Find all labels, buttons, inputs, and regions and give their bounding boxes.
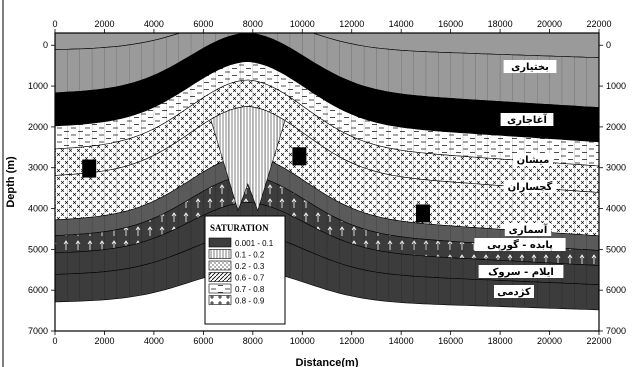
y-tick-label-right: 5000: [606, 244, 626, 254]
x-tick-label-bottom: 14000: [389, 336, 414, 346]
x-tick-label-top: 18000: [488, 19, 513, 29]
y-tick-label-left: 1000: [28, 81, 48, 91]
formation-label: بختیاری: [511, 62, 549, 73]
x-tick-label-bottom: 16000: [438, 336, 463, 346]
legend-swatch: [208, 283, 232, 294]
formation-label-bg: [478, 265, 564, 278]
x-tick-label-bottom: 6000: [193, 336, 213, 346]
y-tick-label-right: 6000: [606, 285, 626, 295]
y-tick-label-left: 3000: [28, 163, 48, 173]
legend-swatch: [208, 260, 232, 271]
dark-cell: [416, 204, 431, 223]
y-tick-label-left: 6000: [28, 285, 48, 295]
x-tick-label-top: 2000: [94, 19, 114, 29]
formation-label: آغاجاری: [507, 113, 547, 126]
x-tick-label-bottom: 2000: [94, 336, 114, 346]
plot-area: [55, 33, 599, 331]
formation-labels: بختیاری آغاجاری میشان گچساران آسماری پابده - …: [474, 60, 566, 298]
legend-swatch: [208, 295, 232, 305]
formation-label-bg: [500, 113, 554, 126]
x-tick-label-top: 0: [52, 19, 57, 29]
legend-label: 0.2 - 0.3: [235, 262, 265, 271]
formation-label: گچساران: [508, 180, 553, 193]
formation-label: ایلام - سروک: [488, 267, 554, 278]
y-tick-label-left: 5000: [28, 244, 48, 254]
x-tick-label-bottom: 22000: [586, 336, 611, 346]
y-tick-label-right: 2000: [606, 122, 626, 132]
y-tick-label-right: 3000: [606, 163, 626, 173]
x-tick-label-bottom: 8000: [243, 336, 263, 346]
legend-label: 0.8 - 0.9: [235, 297, 265, 306]
x-tick-label-top: 16000: [438, 19, 463, 29]
x-tick-label-bottom: 10000: [290, 336, 315, 346]
y-tick-label-right: 1000: [606, 81, 626, 91]
formation-label-bg: [474, 238, 566, 251]
formation-label-bg: [503, 60, 557, 73]
x-tick-label-top: 8000: [243, 19, 263, 29]
layer-surface-top: [55, 33, 599, 59]
x-tick-label-top: 22000: [586, 19, 611, 29]
legend-label: 0.1 - 0.2: [235, 251, 265, 260]
dark-cell: [292, 147, 307, 166]
axes: 0020002000400040006000600080008000100001…: [28, 19, 626, 346]
formation-label-bg: [503, 180, 557, 193]
y-tick-label-left: 2000: [28, 122, 48, 132]
legend-swatch: [208, 272, 232, 282]
x-tick-label-top: 10000: [290, 19, 315, 29]
legend-label: 0.7 - 0.8: [235, 285, 265, 294]
legend-swatch: [208, 249, 232, 259]
y-tick-label-left: 7000: [28, 326, 48, 336]
y-axis-label: Depth (m): [5, 156, 17, 208]
x-axis-label: Distance(m): [296, 357, 359, 367]
x-tick-label-top: 14000: [389, 19, 414, 29]
legend-label: 0.6 - 0.7: [235, 274, 265, 283]
crest-saturation-zone: [210, 106, 286, 212]
x-tick-label-top: 20000: [537, 19, 562, 29]
legend-title: SATURATION: [210, 223, 269, 233]
formation-label: میشان: [517, 155, 550, 166]
plot-frame: [54, 32, 600, 332]
x-tick-label-top: 4000: [144, 19, 164, 29]
x-tick-label-bottom: 0: [52, 336, 57, 346]
x-tick-label-bottom: 20000: [537, 336, 562, 346]
y-tick-label-right: 4000: [606, 204, 626, 214]
formation-label-bg: [513, 153, 553, 166]
formation-label-bg: [504, 223, 552, 236]
y-tick-label-left: 4000: [28, 204, 48, 214]
x-tick-label-bottom: 12000: [339, 336, 364, 346]
saturation-legend: SATURATION 0.001 - 0.1 0.1 - 0.2 0.2 - 0.3…: [204, 215, 286, 325]
formation-label: کژدمی: [497, 287, 531, 298]
x-tick-label-top: 6000: [193, 19, 213, 29]
x-tick-label-bottom: 18000: [488, 336, 513, 346]
y-tick-label-right: 0: [606, 40, 611, 50]
formation-label: پابده - گورپی: [487, 238, 553, 251]
legend-swatch: [208, 237, 232, 248]
formation-label-bg: [494, 285, 534, 298]
y-tick-label-left: 0: [43, 40, 48, 50]
x-tick-label-bottom: 4000: [144, 336, 164, 346]
formation-label: آسماری: [509, 223, 548, 236]
dark-cell: [82, 159, 97, 178]
y-tick-label-right: 7000: [606, 326, 626, 336]
legend-label: 0.001 - 0.1: [235, 239, 274, 248]
x-tick-label-top: 12000: [339, 19, 364, 29]
